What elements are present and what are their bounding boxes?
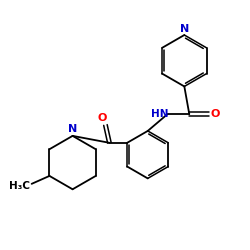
Text: HN: HN bbox=[151, 109, 168, 119]
Text: O: O bbox=[210, 109, 220, 119]
Text: N: N bbox=[180, 24, 189, 34]
Text: O: O bbox=[98, 113, 107, 123]
Text: N: N bbox=[68, 124, 77, 134]
Text: H₃C: H₃C bbox=[9, 181, 30, 191]
